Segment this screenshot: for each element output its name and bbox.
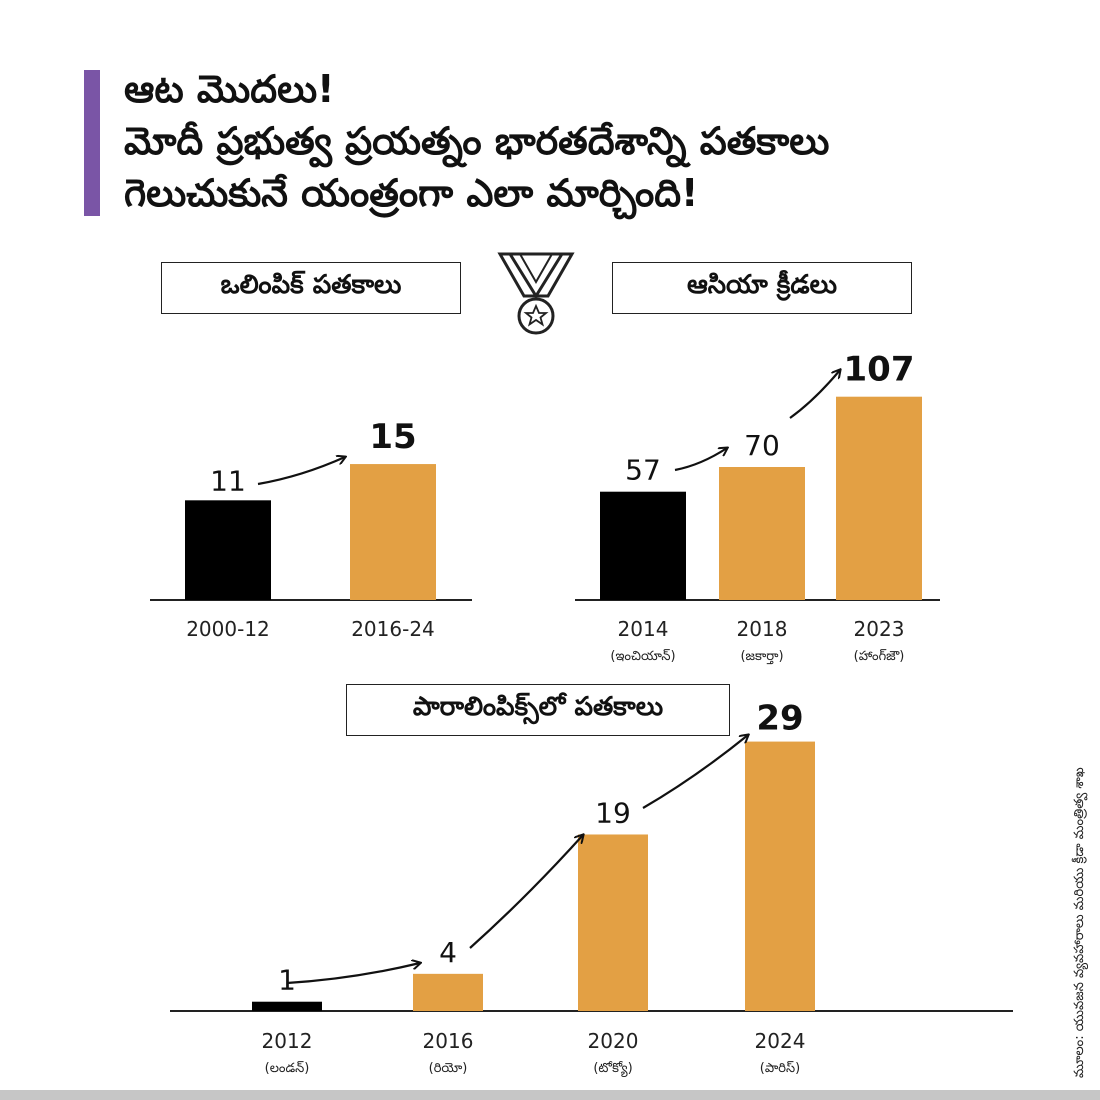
data-label: 107	[844, 350, 915, 390]
data-label: 15	[369, 417, 416, 457]
bar	[836, 396, 922, 600]
category-sublabel: (పారిస్)	[760, 1061, 800, 1076]
bar	[413, 973, 483, 1011]
trend-arrow	[257, 457, 345, 486]
category-sublabel: (జకార్తా)	[740, 649, 783, 665]
trend-arrow	[674, 448, 727, 472]
trend-arrow	[642, 735, 748, 809]
trend-arrow	[286, 963, 420, 985]
category-sublabel: (ఇంచియాన్)	[610, 649, 675, 664]
bottom-strip	[0, 1090, 1100, 1100]
bar	[745, 741, 815, 1011]
data-label: 29	[756, 699, 803, 739]
category-label: 2023	[854, 617, 905, 641]
bar	[350, 464, 436, 600]
olympic-chart-title: ఒలింపిక్ పతకాలు	[161, 262, 461, 314]
category-sublabel: (టోక్యో)	[593, 1060, 632, 1078]
asian-games-chart-title: ఆసియా క్రీడలు	[612, 262, 912, 314]
data-label: 57	[625, 454, 661, 487]
trend-arrow	[469, 835, 583, 949]
category-label: 2016	[423, 1029, 474, 1053]
category-sublabel: (లండన్)	[265, 1061, 310, 1076]
category-sublabel: (హాంగ్‌జౌ)	[854, 649, 905, 664]
category-label: 2024	[755, 1029, 806, 1053]
trend-arrow	[789, 370, 840, 419]
data-label: 1	[278, 964, 296, 997]
title-line-3: గెలుచుకునే యంత్రంగా ఎలా మార్చింది!	[124, 171, 699, 215]
title-line-1: ఆట మొదలు!	[124, 67, 335, 111]
category-label: 2020	[588, 1029, 639, 1053]
bar	[578, 834, 648, 1011]
paralympic-chart-title: పారాలింపిక్స్‌లో పతకాలు	[346, 684, 730, 736]
category-sublabel: (రియో)	[429, 1061, 468, 1076]
medal-icon	[497, 252, 575, 335]
category-label: 2012	[262, 1029, 313, 1053]
category-label: 2018	[737, 617, 788, 641]
data-label: 19	[595, 796, 631, 829]
data-label: 4	[439, 936, 457, 969]
bar	[600, 491, 686, 600]
data-label: 70	[744, 429, 780, 462]
category-label: 2014	[618, 617, 669, 641]
bar	[185, 500, 271, 600]
bar	[719, 467, 805, 600]
category-label: 2016-24	[351, 617, 435, 641]
accent-bar	[84, 70, 100, 216]
data-label: 11	[210, 464, 246, 497]
title-line-2: మోదీ ప్రభుత్వ ప్రయత్నం భారతదేశాన్ని పతకా…	[124, 119, 830, 163]
bar	[252, 1001, 322, 1011]
source-note: మూలం: యువజన వ్యవహారాలు మరియు క్రీడా మంత్…	[1072, 767, 1087, 1078]
category-label: 2000-12	[186, 617, 270, 641]
